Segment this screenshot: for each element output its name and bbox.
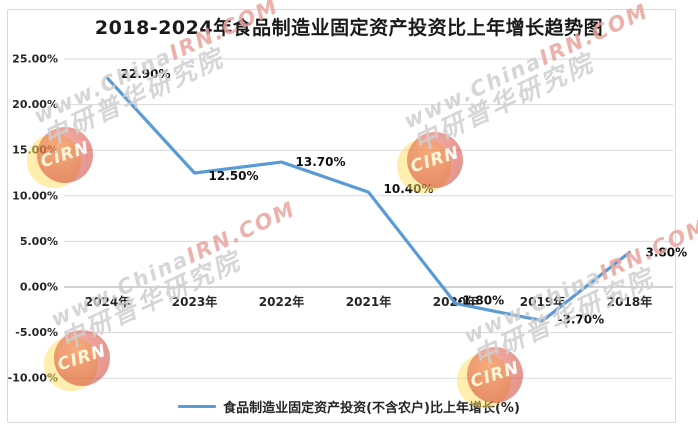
data-point-label: 12.50% [209,169,259,183]
data-point-label: -1.80% [458,293,505,307]
y-tick-label: 15.00% [12,144,58,157]
trend-line [105,76,632,323]
data-point-label: 3.80% [646,245,688,259]
legend: 食品制造业固定资产投资(不含农户)比上年增长(%) [0,397,698,416]
data-point-label: 22.90% [121,67,171,81]
y-tick-label: 5.00% [20,235,58,248]
y-tick-label: -5.00% [15,326,58,339]
x-axis-label: 2024年 [85,294,130,309]
chart-title: 2018-2024年食品制造业固定资产投资比上年增长趋势图 [94,17,604,39]
y-tick-label: 25.00% [12,53,58,66]
y-tick-label: 10.00% [12,189,58,202]
legend-label: 食品制造业固定资产投资(不含农户)比上年增长(%) [223,401,520,416]
legend-line-marker [178,405,217,408]
y-tick-label: -10.00% [8,372,58,385]
data-point-label: 10.40% [384,182,434,196]
data-point-label: 13.70% [296,155,346,169]
y-tick-label: 0.00% [20,281,58,294]
chart-frame [7,9,676,423]
data-point-label: -3.70% [558,313,605,327]
y-tick-label: 20.00% [12,98,58,111]
x-axis-label: 2018年 [607,294,652,309]
x-axis-label: 2023年 [172,294,217,309]
x-axis-label: 2022年 [259,294,304,309]
x-axis-label: 2019年 [520,294,565,309]
x-axis-label: 2021年 [346,294,391,309]
